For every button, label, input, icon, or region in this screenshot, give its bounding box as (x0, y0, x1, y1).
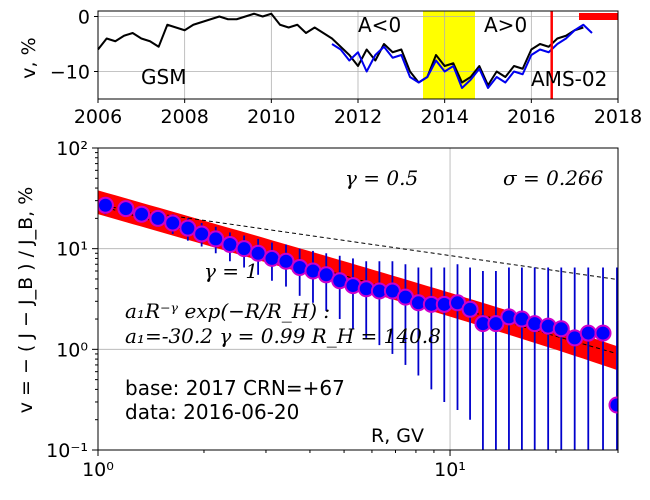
bottom-y-tick-label: 10² (56, 138, 88, 160)
bottom-y-axis-label: v = − ( J − J_B ) / J_B, % (15, 187, 37, 414)
top-y-tick-label: −10 (50, 62, 90, 84)
data-point (133, 205, 151, 223)
gamma-half-reference-line (98, 204, 618, 281)
a-negative-label: A<0 (358, 13, 401, 37)
data-point (263, 249, 281, 267)
top-x-tick-label: 2010 (247, 106, 295, 128)
data-point (207, 230, 225, 248)
top-y-axis-label: v, % (18, 37, 40, 78)
data-point (179, 219, 197, 237)
bottom-y-tick-label: 10⁰ (56, 339, 88, 361)
top-x-tick-label: 2018 (594, 106, 642, 128)
gamma-half-label: γ = 0.5 (345, 166, 418, 190)
gsm-series-line (97, 12, 584, 87)
bottom-x-tick-label: 10¹ (434, 459, 466, 481)
data-points (98, 196, 618, 414)
data-point (193, 225, 211, 243)
top-tick-labels: 2006 2008 2010 2012 2014 2016 2018 0 −10 (50, 7, 642, 129)
time-series-panel: 2006 2008 2010 2012 2014 2016 2018 0 −10 v, % GS… (18, 7, 642, 129)
data-date-info: data: 2016-06-20 (125, 400, 299, 424)
base-period-marker (579, 13, 618, 20)
data-point (277, 252, 295, 270)
data-point (579, 324, 597, 342)
negative-polarity-highlight (423, 11, 475, 99)
fit-formula: a₁R⁻ᵞ exp(−R/R_H) : (125, 299, 330, 323)
base-info: base: 2017 CRN=+67 (125, 376, 345, 400)
gsm-label: GSM (141, 65, 186, 89)
ams-label: AMS-02 (531, 67, 607, 91)
fit-parameters: a₁=-30.2 γ = 0.99 R_H = 140.8 (125, 324, 441, 348)
bottom-y-tick-label: 10¹ (56, 239, 88, 261)
top-x-tick-label: 2012 (334, 106, 382, 128)
data-point (487, 315, 505, 333)
top-x-tick-label: 2014 (420, 106, 468, 128)
data-point (117, 200, 135, 218)
a-positive-label: A>0 (484, 13, 527, 37)
ams02-series-line (331, 23, 593, 89)
top-y-tick-label: 0 (78, 7, 90, 29)
top-x-tick-label: 2006 (74, 106, 122, 128)
bottom-x-axis-label: R, GV (371, 425, 424, 447)
data-point (526, 315, 544, 333)
data-point (461, 300, 479, 318)
data-point (221, 235, 239, 253)
bottom-x-tick-label: 10⁰ (82, 459, 114, 481)
sigma-label: σ = 0.266 (503, 166, 604, 190)
bottom-axes-frame (97, 147, 619, 451)
top-x-tick-label: 2008 (160, 106, 208, 128)
data-point (164, 214, 182, 232)
data-point (235, 240, 253, 258)
gamma-one-label: γ = 1 (204, 259, 258, 283)
data-point (149, 209, 167, 227)
top-x-tick-label: 2016 (507, 106, 555, 128)
top-series-layer (97, 12, 593, 89)
data-point (552, 320, 570, 338)
data-point (608, 396, 618, 414)
bottom-y-tick-label: 10⁻¹ (46, 440, 88, 462)
data-point (594, 324, 612, 342)
data-point (98, 196, 114, 214)
